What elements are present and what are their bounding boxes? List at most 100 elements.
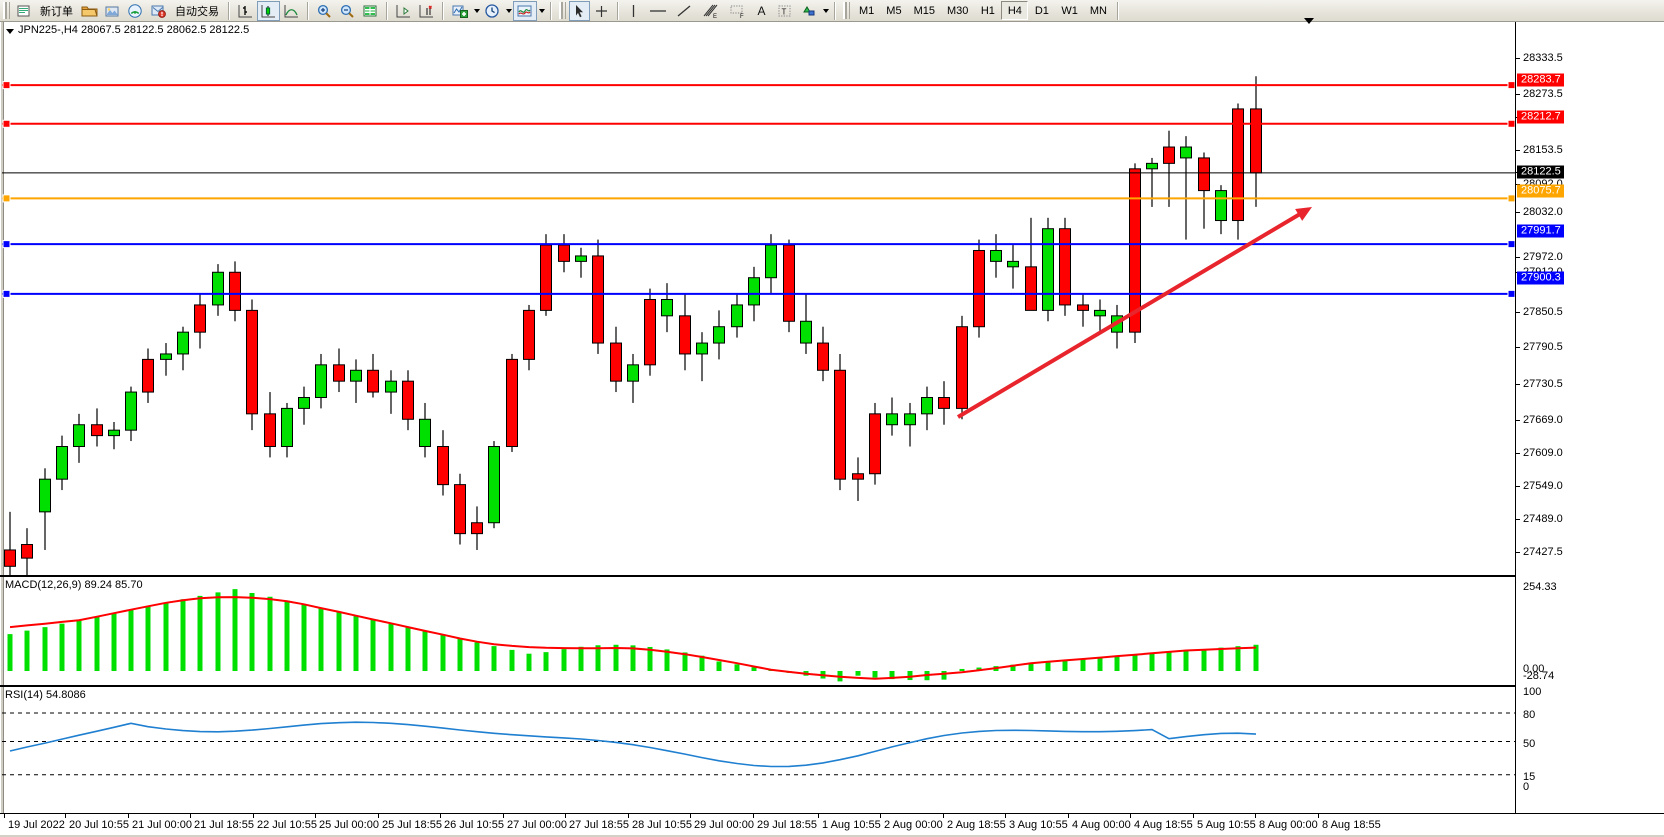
new-order-icon[interactable] bbox=[13, 1, 35, 21]
rsi-axis-label: 15 bbox=[1523, 771, 1536, 783]
macd-axis-label: 0.00 bbox=[1523, 663, 1545, 675]
timeframe-w1[interactable]: W1 bbox=[1061, 4, 1078, 17]
macd-plot-area[interactable] bbox=[2, 577, 1516, 685]
shapes-icon[interactable] bbox=[797, 1, 821, 21]
cursor-icon[interactable] bbox=[569, 0, 590, 21]
add-indicator-icon[interactable] bbox=[448, 1, 472, 21]
price-plot-area[interactable] bbox=[2, 22, 1516, 575]
price-axis-label: 27850.5 bbox=[1523, 306, 1563, 318]
macd-pane[interactable]: MACD(12,26,9) 89.24 85.70 bbox=[0, 575, 1664, 685]
timeframe-h4[interactable]: H4 bbox=[1001, 1, 1029, 20]
timeframe-m5[interactable]: M5 bbox=[886, 4, 902, 17]
chart-shift-icon[interactable] bbox=[392, 1, 415, 21]
fibonacci-icon[interactable]: E bbox=[697, 1, 724, 21]
add-indicator-dropdown-icon[interactable] bbox=[472, 2, 481, 20]
period-icon[interactable] bbox=[481, 1, 504, 21]
time-axis-label: 2 Aug 00:00 bbox=[884, 819, 943, 831]
macd-axis-label: -28.74 bbox=[1523, 670, 1555, 682]
data-window-icon[interactable] bbox=[359, 1, 382, 21]
price-axis[interactable]: 28333.528273.528212.728153.528122.528092… bbox=[1515, 22, 1664, 590]
alerts-icon[interactable] bbox=[147, 1, 170, 21]
time-axis-label: 19 Jul 2022 bbox=[8, 819, 65, 831]
shapes-dropdown-icon[interactable] bbox=[821, 2, 830, 20]
price-level-badge-support[interactable]: 27991.7 bbox=[1517, 224, 1564, 238]
timeframe-h1[interactable]: H1 bbox=[980, 4, 995, 17]
period-dropdown-icon[interactable] bbox=[504, 2, 513, 20]
time-axis-label: 4 Aug 18:55 bbox=[1134, 819, 1193, 831]
price-axis-label: 27427.5 bbox=[1523, 546, 1563, 558]
timeframe-toolbar-grip[interactable] bbox=[843, 2, 850, 19]
timeframe-m1[interactable]: M1 bbox=[859, 4, 875, 17]
price-axis-label: 28153.5 bbox=[1523, 144, 1563, 156]
rsi-axis-label: 0 bbox=[1523, 781, 1530, 793]
toolbar-separator-2 bbox=[307, 1, 309, 20]
price-axis-tick bbox=[1516, 384, 1520, 385]
toolbar-separator-3 bbox=[386, 1, 388, 20]
time-axis-label: 27 Jul 18:55 bbox=[569, 819, 629, 831]
templates-dropdown-icon[interactable] bbox=[537, 2, 546, 20]
price-pane[interactable] bbox=[0, 22, 1664, 575]
time-axis[interactable]: 19 Jul 2022 20 Jul 10:55 21 Jul 00:00 21 Ju… bbox=[0, 813, 1664, 837]
price-level-badge-pivot[interactable]: 28075.7 bbox=[1517, 184, 1564, 198]
folder-icon[interactable] bbox=[78, 1, 101, 21]
price-axis-tick bbox=[1516, 420, 1520, 421]
time-axis-tick bbox=[565, 814, 566, 818]
auto-trading-label[interactable]: 自动交易 bbox=[175, 5, 219, 18]
time-axis-label: 29 Jul 18:55 bbox=[757, 819, 817, 831]
rsi-pane[interactable]: RSI(14) 54.8086 bbox=[0, 685, 1664, 813]
toolbar-separator-5 bbox=[550, 1, 552, 20]
candlestick-chart-icon[interactable] bbox=[257, 0, 280, 21]
time-axis-label: 28 Jul 10:55 bbox=[632, 819, 692, 831]
templates-icon[interactable] bbox=[513, 0, 537, 21]
price-axis-label: 27669.0 bbox=[1523, 414, 1563, 426]
chart-menu-caret-icon[interactable] bbox=[6, 29, 14, 34]
time-axis-label: 21 Jul 00:00 bbox=[132, 819, 192, 831]
toolbar-grip[interactable] bbox=[3, 2, 10, 19]
time-axis-label: 20 Jul 10:55 bbox=[69, 819, 129, 831]
timeframe-m15[interactable]: M15 bbox=[913, 4, 935, 17]
time-axis-label: 4 Aug 00:00 bbox=[1072, 819, 1131, 831]
horizontal-line-icon[interactable] bbox=[644, 1, 672, 21]
svg-text:T: T bbox=[782, 7, 787, 16]
time-axis-tick bbox=[440, 814, 441, 818]
timeframe-d1[interactable]: D1 bbox=[1034, 4, 1049, 17]
zoom-out-icon[interactable] bbox=[336, 1, 359, 21]
crosshair-icon[interactable] bbox=[590, 1, 613, 21]
price-axis-tick bbox=[1516, 552, 1520, 553]
line-chart-icon[interactable] bbox=[280, 1, 303, 21]
zoom-in-icon[interactable] bbox=[313, 1, 336, 21]
trendline-icon[interactable] bbox=[672, 1, 697, 21]
print-preview-icon[interactable] bbox=[101, 1, 124, 21]
rsi-axis[interactable]: 100 80 50 15 0 bbox=[1515, 685, 1664, 813]
time-axis-label: 1 Aug 10:55 bbox=[822, 819, 881, 831]
price-level-badge-support[interactable]: 27900.3 bbox=[1517, 271, 1564, 285]
drawing-toolbar-grip[interactable] bbox=[559, 2, 566, 19]
time-axis-tick bbox=[503, 814, 504, 818]
equidistant-channel-icon[interactable]: F bbox=[724, 1, 751, 21]
price-axis-label: 28032.0 bbox=[1523, 206, 1563, 218]
time-axis-tick bbox=[818, 814, 819, 818]
text-icon[interactable]: A bbox=[757, 3, 766, 18]
price-level-badge-resistance[interactable]: 28283.7 bbox=[1517, 73, 1564, 87]
price-axis-tick bbox=[1516, 58, 1520, 59]
macd-axis[interactable]: 254.33 0.00 -28.74 bbox=[1515, 575, 1664, 685]
price-axis-label: 27790.5 bbox=[1523, 341, 1563, 353]
signals-icon[interactable] bbox=[124, 1, 147, 21]
rsi-plot-area[interactable] bbox=[2, 687, 1516, 813]
time-axis-label: 3 Aug 10:55 bbox=[1009, 819, 1068, 831]
time-axis-tick bbox=[880, 814, 881, 818]
auto-scroll-icon[interactable] bbox=[415, 1, 438, 21]
time-axis-tick bbox=[315, 814, 316, 818]
timeframe-m30[interactable]: M30 bbox=[946, 4, 969, 17]
vertical-line-icon[interactable] bbox=[623, 1, 644, 21]
timeframe-mn[interactable]: MN bbox=[1089, 4, 1107, 17]
price-level-badge-current-price[interactable]: 28122.5 bbox=[1517, 165, 1564, 179]
price-axis-tick bbox=[1516, 257, 1520, 258]
new-order-label[interactable]: 新订单 bbox=[40, 5, 73, 18]
price-level-badge-resistance[interactable]: 28212.7 bbox=[1517, 110, 1564, 124]
bar-chart-icon[interactable] bbox=[234, 1, 257, 21]
price-axis-label: 28333.5 bbox=[1523, 52, 1563, 64]
text-label-icon[interactable]: T bbox=[772, 1, 797, 21]
time-axis-label: 8 Aug 00:00 bbox=[1259, 819, 1318, 831]
